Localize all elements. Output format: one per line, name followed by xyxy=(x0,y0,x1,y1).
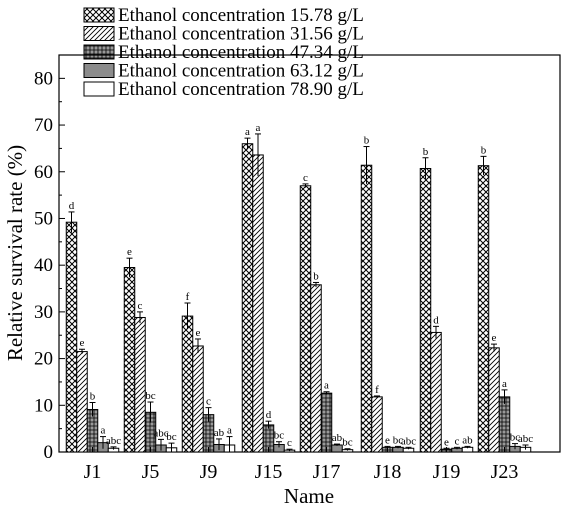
y-tick-label: 30 xyxy=(34,302,53,323)
y-tick-label: 60 xyxy=(34,162,53,183)
significance-label: abc xyxy=(518,433,533,445)
x-tick-label: J23 xyxy=(491,461,519,483)
significance-label: e xyxy=(444,436,449,448)
significance-label: e xyxy=(385,434,390,446)
significance-label: a xyxy=(227,425,232,437)
bar xyxy=(430,331,442,453)
legend-label: Ethanol concentration 31.56 g/L xyxy=(118,24,364,45)
significance-label: a xyxy=(502,378,507,390)
bar xyxy=(241,143,254,453)
legend-label: Ethanol concentration 63.12 g/L xyxy=(118,61,364,82)
significance-label: b xyxy=(90,390,96,402)
significance-label: e xyxy=(196,327,201,339)
y-tick-label: 80 xyxy=(34,68,53,89)
bar xyxy=(419,167,432,453)
significance-label: bc xyxy=(274,430,285,442)
significance-label: ab xyxy=(332,432,343,444)
bar xyxy=(360,164,373,453)
x-tick-label: J5 xyxy=(142,461,160,483)
legend-label: Ethanol concentration 47.34 g/L xyxy=(118,42,364,63)
bar xyxy=(488,347,500,453)
significance-label: f xyxy=(186,291,190,303)
bar xyxy=(181,315,194,453)
x-tick-label: J1 xyxy=(84,461,102,483)
legend-swatch xyxy=(83,63,115,78)
bar xyxy=(65,221,78,453)
significance-label: abc xyxy=(106,435,121,447)
significance-label: b xyxy=(364,135,370,147)
bar xyxy=(76,351,88,453)
significance-label: e xyxy=(80,337,85,349)
significance-label: a xyxy=(101,425,106,437)
significance-label: bc xyxy=(393,434,404,446)
bar xyxy=(123,267,136,453)
significance-label: ab xyxy=(214,427,225,439)
significance-label: c xyxy=(455,435,460,447)
bar xyxy=(192,345,204,453)
significance-label: bc xyxy=(166,431,177,443)
significance-label: b xyxy=(423,146,429,158)
y-tick-label: 40 xyxy=(34,255,53,276)
y-axis: 0 10 20 30 40 50 60 70 80 xyxy=(34,68,65,463)
x-tick-label: J19 xyxy=(433,461,461,483)
bar xyxy=(252,154,264,453)
bar xyxy=(498,396,511,453)
bar xyxy=(310,284,322,453)
bar xyxy=(331,444,343,453)
significance-label: b xyxy=(313,270,319,282)
significance-label: e xyxy=(127,246,132,258)
y-axis-title: Relative survival rate (%) xyxy=(3,145,27,361)
significance-label: a xyxy=(245,126,250,138)
significance-label: c xyxy=(303,172,308,184)
legend-swatch xyxy=(83,7,115,23)
significance-label: ab xyxy=(462,434,473,446)
y-tick-label: 70 xyxy=(34,115,53,136)
significance-label: d xyxy=(266,409,272,421)
legend-swatch xyxy=(83,81,115,97)
y-tick-label: 10 xyxy=(34,395,53,416)
y-tick-label: 50 xyxy=(34,208,53,229)
significance-label: bc xyxy=(342,437,353,449)
significance-label: c xyxy=(206,396,211,408)
x-axis-title: Name xyxy=(284,484,334,508)
significance-label: abc xyxy=(153,427,168,439)
significance-label: c xyxy=(138,300,143,312)
x-tick-label: J17 xyxy=(313,461,341,483)
bar xyxy=(320,392,333,453)
x-tick-label: J18 xyxy=(374,461,402,483)
bar xyxy=(299,185,312,453)
legend-swatch xyxy=(83,26,115,41)
x-axis: J1 J5 J9 J15 J17 J18 J19 J23 xyxy=(84,447,519,483)
x-tick-label: J15 xyxy=(255,461,283,483)
significance-label: f xyxy=(375,384,379,396)
bar xyxy=(371,396,383,453)
significance-label: c xyxy=(287,437,292,449)
y-tick-label: 0 xyxy=(44,442,54,463)
significance-label: d xyxy=(69,200,75,212)
x-tick-label: J9 xyxy=(200,461,218,483)
bar xyxy=(134,316,146,453)
significance-label: d xyxy=(433,314,439,326)
legend-label: Ethanol concentration 78.90 g/L xyxy=(118,79,364,100)
significance-label: abc xyxy=(401,435,416,447)
legend-swatch xyxy=(83,44,115,60)
significance-label: b xyxy=(481,144,487,156)
significance-label: e xyxy=(492,332,497,344)
significance-label: bc xyxy=(510,432,521,444)
bar xyxy=(477,165,490,453)
significance-label: bc xyxy=(145,390,156,402)
significance-label: a xyxy=(324,380,329,392)
significance-label: a xyxy=(256,122,261,134)
y-tick-label: 20 xyxy=(34,349,53,370)
legend-label: Ethanol concentration 15.78 g/L xyxy=(118,5,364,26)
